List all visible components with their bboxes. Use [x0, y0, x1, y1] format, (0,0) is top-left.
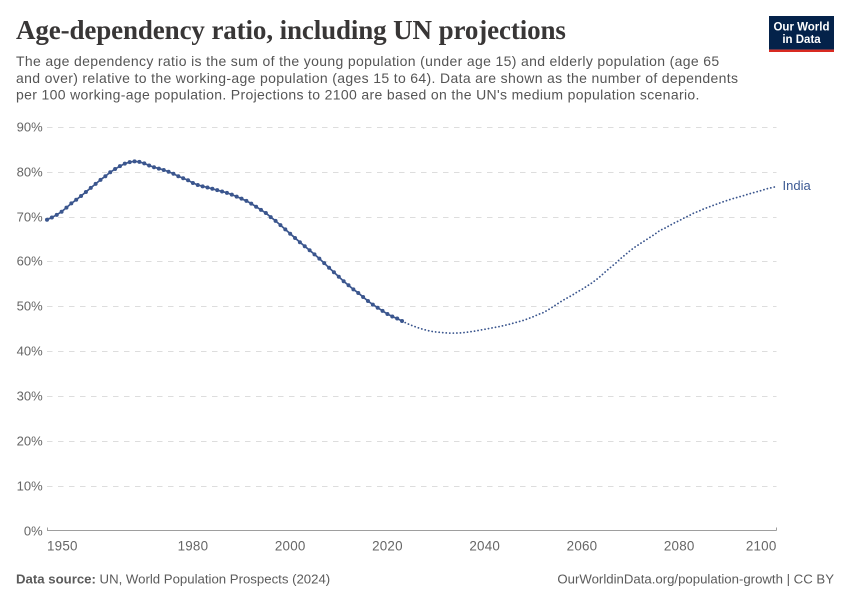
svg-text:India: India: [783, 178, 812, 193]
svg-text:2080: 2080: [664, 539, 695, 554]
svg-text:The age dependency ratio is th: The age dependency ratio is the sum of t…: [16, 53, 720, 69]
svg-text:in Data: in Data: [782, 34, 821, 46]
svg-text:OurWorldinData.org/population-: OurWorldinData.org/population-growth | C…: [557, 571, 834, 586]
svg-text:2020: 2020: [372, 539, 403, 554]
svg-text:per 100 working-age population: per 100 working-age population. Projecti…: [16, 86, 700, 102]
svg-text:1980: 1980: [178, 539, 209, 554]
svg-text:10%: 10%: [17, 479, 43, 494]
svg-text:70%: 70%: [17, 210, 43, 225]
svg-text:20%: 20%: [17, 434, 43, 449]
svg-text:50%: 50%: [17, 299, 43, 314]
svg-text:90%: 90%: [17, 120, 43, 135]
svg-text:40%: 40%: [17, 344, 43, 359]
svg-text:Age-dependency ratio, includin: Age-dependency ratio, including UN proje…: [16, 15, 566, 45]
svg-text:30%: 30%: [17, 389, 43, 404]
svg-text:2040: 2040: [469, 539, 500, 554]
svg-text:Data source: UN, World Populat: Data source: UN, World Population Prospe…: [16, 571, 330, 586]
svg-text:60%: 60%: [17, 254, 43, 269]
svg-text:2100: 2100: [746, 539, 777, 554]
svg-text:80%: 80%: [17, 165, 43, 180]
svg-text:and over) relative to the work: and over) relative to the working-age po…: [16, 70, 738, 86]
svg-text:2000: 2000: [275, 539, 306, 554]
svg-text:0%: 0%: [24, 523, 43, 538]
svg-text:1950: 1950: [47, 539, 78, 554]
svg-text:2060: 2060: [567, 539, 598, 554]
svg-text:Our World: Our World: [773, 22, 829, 34]
